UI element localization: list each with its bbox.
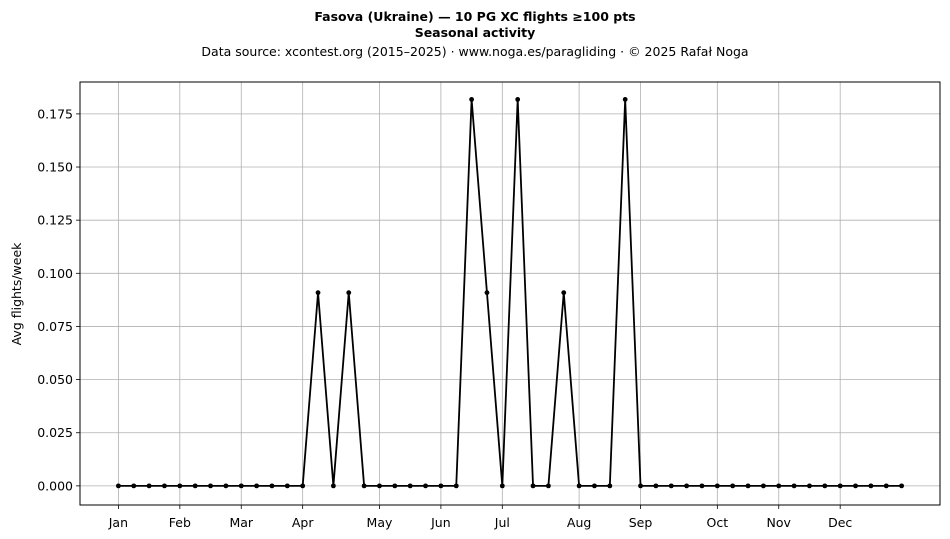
data-point: [254, 483, 260, 489]
data-point: [177, 483, 183, 489]
data-point: [131, 483, 137, 489]
data-point: [760, 483, 766, 489]
data-point: [622, 97, 628, 102]
data-point: [423, 483, 428, 489]
x-tick-label: Feb: [169, 515, 191, 530]
data-point: [361, 483, 367, 489]
data-point: [545, 483, 551, 489]
data-point: [745, 483, 751, 489]
x-tick-label: Mar: [229, 515, 253, 530]
data-point: [162, 483, 167, 489]
y-tick-label: 0.125: [37, 213, 73, 228]
data-point: [346, 290, 352, 296]
x-tick-label: Sep: [629, 515, 653, 530]
data-point: [699, 483, 705, 489]
data-point: [607, 483, 613, 489]
series-line: [118, 98, 902, 487]
data-point: [484, 290, 490, 296]
y-tick-label: 0.050: [37, 372, 73, 387]
data-point: [469, 97, 475, 102]
data-point: [377, 483, 382, 489]
data-point: [300, 483, 306, 489]
x-tick-label: Jan: [108, 515, 128, 530]
data-point: [714, 483, 720, 489]
x-tick-label: Apr: [292, 515, 314, 530]
data-point: [284, 483, 290, 489]
data-point: [223, 483, 229, 489]
data-point: [730, 483, 736, 489]
x-tick-label: Oct: [707, 515, 729, 530]
data-point: [899, 483, 905, 489]
y-tick-label: 0.000: [37, 478, 73, 493]
data-point: [208, 483, 213, 489]
data-point: [653, 483, 659, 489]
data-point: [530, 483, 536, 489]
x-tick-label: Jul: [494, 515, 510, 530]
data-point: [576, 483, 582, 489]
data-point: [853, 483, 858, 489]
data-point: [192, 483, 198, 489]
data-point: [407, 483, 413, 489]
data-point: [515, 97, 521, 102]
data-point: [684, 483, 690, 489]
data-point: [438, 483, 444, 489]
x-tick-label: Jun: [430, 515, 451, 530]
y-axis-label: Avg flights/week: [9, 242, 24, 346]
y-tick-label: 0.025: [37, 425, 73, 440]
data-point: [776, 483, 782, 489]
y-tick-label: 0.075: [37, 319, 73, 334]
x-tick-label: Aug: [567, 515, 591, 530]
chart-title-line1: Fasova (Ukraine) — 10 PG XC flights ≥100…: [314, 9, 635, 24]
y-axis: 0.000 0.025 0.050 0.075 0.100 0.125 0.150 0.175: [37, 106, 80, 493]
series-group: [115, 97, 905, 489]
data-point: [238, 483, 244, 489]
data-point: [807, 483, 812, 489]
y-tick-label: 0.100: [37, 266, 73, 281]
data-point: [392, 483, 398, 489]
data-point: [592, 483, 597, 489]
data-point: [330, 483, 336, 489]
data-point: [868, 483, 874, 489]
chart-title-line2: Seasonal activity: [415, 25, 536, 40]
data-point: [269, 483, 275, 489]
data-point: [499, 483, 505, 489]
plot-frame: [79, 81, 941, 506]
x-tick-label: Dec: [828, 515, 852, 530]
data-point: [315, 290, 321, 296]
x-axis: Jan Feb Mar Apr May Jun Jul Aug Sep Oct Nov Dec: [108, 505, 852, 530]
data-point: [638, 483, 643, 489]
y-tick-label: 0.150: [37, 160, 73, 175]
data-point: [791, 483, 797, 489]
data-point: [146, 483, 152, 489]
data-point: [883, 483, 889, 489]
data-point: [453, 483, 459, 489]
chart-subtitle: Data source: xcontest.org (2015–2025) · …: [201, 44, 748, 59]
data-point: [668, 483, 674, 489]
y-tick-label: 0.175: [37, 106, 73, 121]
data-point: [837, 483, 843, 489]
data-point: [561, 290, 567, 296]
x-tick-label: Nov: [767, 515, 792, 530]
data-point: [115, 483, 121, 489]
x-tick-label: May: [367, 515, 393, 530]
data-point: [822, 483, 828, 489]
